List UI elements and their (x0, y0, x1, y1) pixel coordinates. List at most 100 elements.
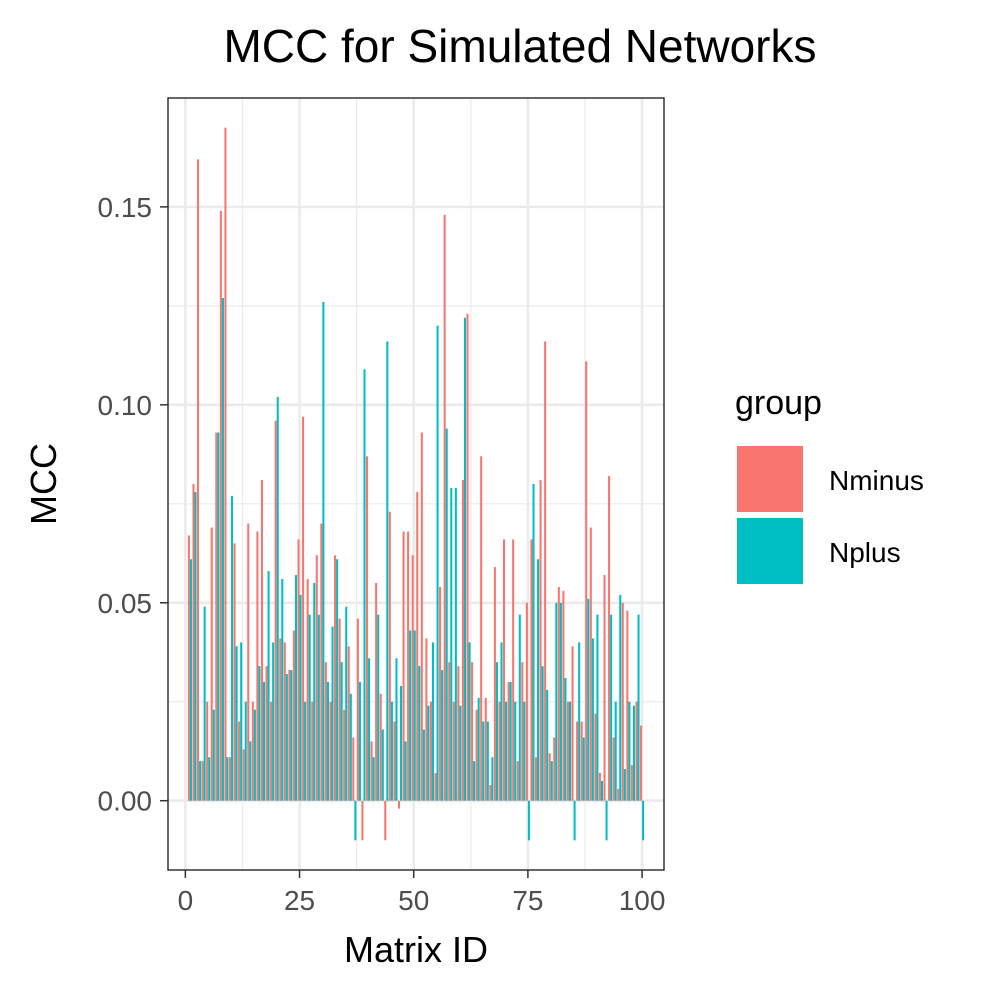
legend-title: group (735, 384, 822, 422)
bar-nplus-28 (313, 582, 316, 801)
bar-nminus-39 (361, 800, 364, 841)
bar-nminus-50 (411, 555, 414, 801)
bar-nminus-76 (530, 539, 533, 801)
bar-nplus-53 (427, 705, 430, 801)
bar-nplus-67 (491, 757, 494, 801)
bar-nminus-37 (352, 737, 355, 801)
bar-nminus-25 (297, 539, 300, 801)
bar-nplus-52 (422, 729, 425, 801)
bar-nplus-93 (610, 614, 613, 801)
bar-nminus-82 (557, 586, 560, 801)
bar-nplus-12 (240, 642, 243, 801)
bar-nplus-95 (619, 594, 622, 801)
bar-nminus-89 (589, 527, 592, 801)
y-tick-label: 0.05 (98, 588, 153, 619)
bar-nplus-35 (345, 606, 348, 801)
bar-nminus-13 (242, 749, 245, 801)
bar-nplus-32 (331, 626, 334, 801)
bar-nminus-20 (274, 420, 277, 801)
bar-nplus-3 (199, 761, 202, 801)
bar-nplus-73 (518, 614, 521, 801)
bar-nminus-6 (210, 527, 213, 801)
bar-nminus-81 (553, 737, 556, 801)
bar-nminus-1 (187, 535, 190, 801)
bar-nplus-24 (294, 575, 298, 801)
bar-nminus-16 (256, 531, 259, 801)
bar-nminus-35 (343, 709, 346, 801)
bar-nplus-6 (212, 709, 215, 801)
bar-nminus-49 (407, 531, 410, 801)
bar-nminus-2 (192, 484, 195, 801)
bar-nplus-54 (431, 642, 435, 801)
bar-nminus-90 (594, 713, 597, 801)
bar-nplus-56 (441, 670, 444, 801)
bar-nplus-15 (253, 709, 256, 801)
legend-label-nplus: Nplus (829, 537, 901, 568)
bar-nplus-69 (500, 642, 503, 801)
x-tick-label: 50 (398, 885, 429, 916)
y-tick-label: 0.10 (98, 390, 153, 421)
bar-nplus-7 (217, 432, 220, 801)
bar-nplus-11 (235, 646, 238, 801)
bar-nminus-30 (320, 523, 323, 801)
bar-nminus-10 (228, 757, 232, 801)
bar-nminus-24 (292, 630, 295, 801)
bar-nplus-21 (281, 579, 284, 801)
bar-nplus-61 (463, 317, 467, 801)
bar-nplus-79 (546, 689, 549, 801)
bar-nminus-26 (302, 416, 305, 801)
bar-nminus-40 (365, 456, 369, 801)
bar-nplus-74 (523, 701, 526, 801)
x-tick-label: 0 (178, 885, 194, 916)
bar-nminus-92 (603, 575, 606, 801)
y-tick-label: 0.15 (98, 192, 153, 223)
bar-nplus-40 (368, 658, 371, 801)
bar-nplus-62 (468, 642, 471, 801)
bar-nminus-15 (251, 701, 254, 801)
bar-nplus-41 (372, 757, 375, 801)
bar-nplus-97 (628, 701, 631, 801)
bar-nminus-74 (521, 662, 524, 801)
bar-nminus-11 (233, 543, 236, 801)
bar-nminus-27 (306, 579, 309, 801)
bar-nminus-75 (525, 602, 528, 801)
bar-nplus-85 (573, 800, 576, 841)
chart-title: MCC for Simulated Networks (223, 20, 816, 72)
bar-nplus-86 (578, 642, 581, 801)
bar-nminus-65 (480, 456, 483, 801)
bar-nplus-94 (614, 701, 617, 801)
bar-nminus-87 (580, 721, 583, 801)
bar-nminus-22 (283, 642, 286, 801)
bar-nminus-44 (384, 800, 387, 841)
x-tick-label: 25 (284, 885, 315, 916)
bar-nminus-56 (439, 586, 442, 801)
bar-nplus-88 (587, 598, 590, 801)
bar-nplus-78 (541, 666, 544, 801)
bar-nplus-9 (226, 757, 229, 801)
bar-nminus-79 (544, 341, 547, 801)
bar-nminus-69 (498, 701, 501, 801)
bar-nplus-20 (276, 396, 279, 801)
y-axis-title: MCC (23, 443, 64, 525)
bar-nminus-99 (635, 701, 638, 801)
bar-nminus-62 (466, 313, 469, 801)
bar-nminus-80 (548, 753, 551, 801)
bar-nplus-84 (569, 701, 572, 801)
bar-nplus-83 (564, 677, 567, 801)
bar-nminus-64 (475, 709, 478, 801)
bar-nplus-70 (505, 701, 508, 801)
bar-nplus-49 (409, 630, 412, 801)
bar-nminus-38 (356, 618, 359, 801)
bar-nminus-31 (324, 662, 327, 801)
bar-nplus-82 (559, 602, 562, 801)
bar-nminus-63 (471, 662, 474, 801)
bar-nminus-86 (576, 721, 579, 801)
bar-nminus-12 (238, 721, 241, 801)
bar-nminus-52 (420, 432, 423, 801)
bar-nminus-97 (626, 610, 629, 801)
legend: group Nminus Nplus (735, 384, 924, 584)
bar-nminus-53 (425, 638, 428, 801)
bar-nplus-25 (299, 594, 302, 801)
bar-nminus-67 (489, 784, 492, 801)
